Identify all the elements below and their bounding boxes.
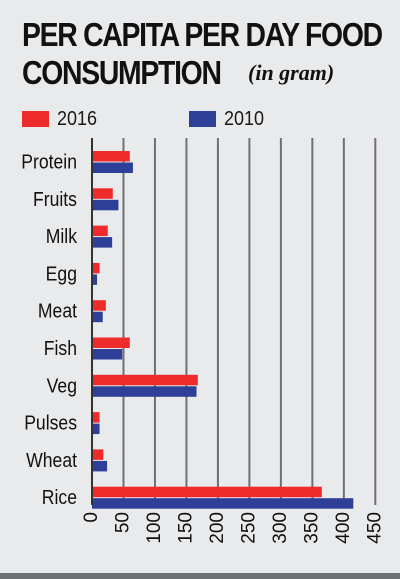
category-label-egg: Egg bbox=[46, 262, 77, 284]
x-tick-label-350: 350 bbox=[301, 512, 322, 544]
chart-title: PER CAPITA PER DAY FOOD CONSUMPTION bbox=[22, 16, 383, 92]
x-tick-label-50: 50 bbox=[112, 512, 133, 533]
bar-fruits-2010 bbox=[92, 199, 119, 211]
bar-protein-2010 bbox=[92, 162, 133, 173]
chart-title-line-1: PER CAPITA PER DAY FOOD bbox=[22, 16, 383, 53]
x-tick-label-0: 0 bbox=[81, 512, 102, 523]
chart-unit-note: (in gram) bbox=[248, 60, 335, 85]
x-tick-label-150: 150 bbox=[175, 512, 196, 544]
bar-egg-2010 bbox=[92, 274, 98, 285]
bar-protein-2016 bbox=[92, 151, 130, 162]
legend-item-2016: 2016 bbox=[22, 108, 102, 130]
category-label-meat: Meat bbox=[38, 300, 78, 322]
bar-pulses-2010 bbox=[92, 423, 100, 435]
bar-veg-2016 bbox=[92, 374, 198, 386]
bar-rice-2016 bbox=[92, 486, 322, 498]
bar-milk-2016 bbox=[92, 225, 108, 237]
x-tick-label-250: 250 bbox=[238, 512, 259, 544]
bar-wheat-2010 bbox=[92, 460, 108, 472]
category-label-milk: Milk bbox=[46, 225, 78, 247]
legend-label-2016: 2016 bbox=[57, 107, 98, 130]
x-tick-label-300: 300 bbox=[270, 512, 291, 544]
category-label-fish: Fish bbox=[44, 337, 77, 359]
legend-label-2010: 2010 bbox=[224, 107, 265, 130]
x-tick-label-450: 450 bbox=[364, 512, 385, 544]
bar-wheat-2016 bbox=[92, 449, 104, 460]
bar-fish-2010 bbox=[92, 349, 123, 360]
category-label-pulses: Pulses bbox=[24, 412, 77, 434]
legend-item-2010: 2010 bbox=[189, 108, 269, 130]
bar-fruits-2016 bbox=[92, 188, 113, 199]
x-tick-label-200: 200 bbox=[207, 512, 228, 544]
legend-swatch-2010 bbox=[189, 111, 216, 127]
x-tick-label-100: 100 bbox=[144, 512, 165, 544]
category-label-rice: Rice bbox=[42, 486, 77, 508]
category-label-fruits: Fruits bbox=[33, 188, 77, 210]
legend-swatch-2016 bbox=[22, 111, 49, 127]
bar-fish-2016 bbox=[92, 337, 130, 348]
chart-title-line-2: CONSUMPTION bbox=[22, 54, 222, 91]
bar-pulses-2016 bbox=[92, 412, 100, 423]
bar-meat-2010 bbox=[92, 311, 103, 323]
category-label-veg: Veg bbox=[47, 374, 77, 396]
category-label-wheat: Wheat bbox=[26, 449, 78, 471]
bar-milk-2010 bbox=[92, 237, 113, 248]
category-label-protein: Protein bbox=[21, 150, 77, 172]
x-tick-label-400: 400 bbox=[333, 512, 354, 544]
bar-rice-2010 bbox=[92, 498, 354, 509]
bar-meat-2016 bbox=[92, 300, 106, 311]
bar-veg-2010 bbox=[92, 386, 197, 397]
bar-egg-2016 bbox=[92, 262, 100, 274]
